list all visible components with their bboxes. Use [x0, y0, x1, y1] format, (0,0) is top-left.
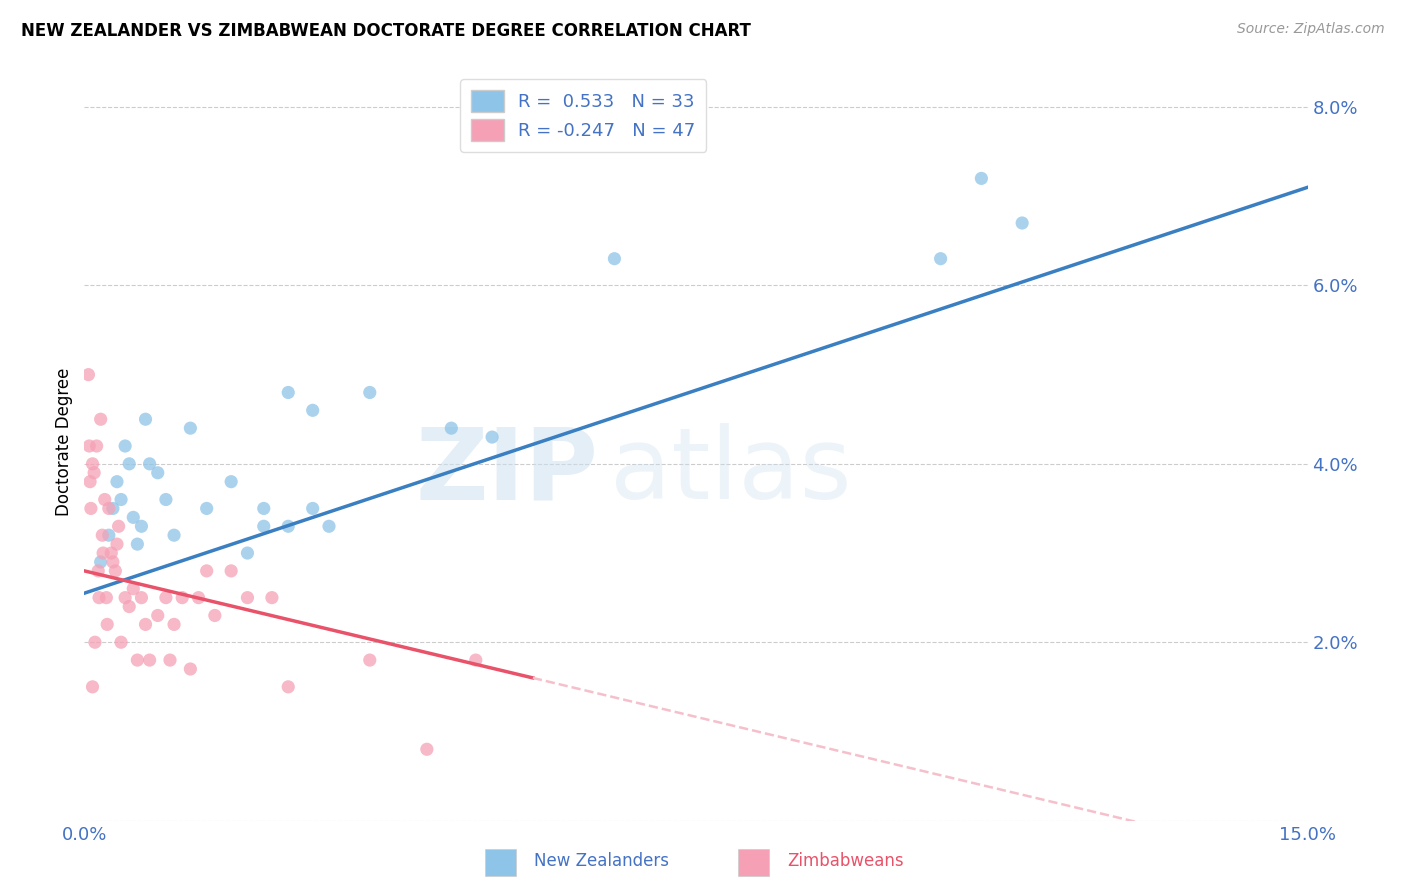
- Point: [138, 457, 160, 471]
- Point: [97, 501, 120, 516]
- Point: [114, 439, 136, 453]
- Point: [90, 555, 112, 569]
- Point: [96, 591, 118, 605]
- Point: [91, 528, 114, 542]
- Point: [416, 742, 439, 756]
- Point: [84, 635, 107, 649]
- Point: [97, 528, 120, 542]
- Point: [101, 501, 124, 516]
- Point: [101, 555, 124, 569]
- Point: [105, 537, 128, 551]
- Point: [91, 546, 114, 560]
- Point: [219, 564, 242, 578]
- Point: [135, 617, 157, 632]
- Point: [118, 599, 141, 614]
- Text: ZIP: ZIP: [415, 424, 598, 520]
- Point: [204, 608, 226, 623]
- Text: Zimbabweans: Zimbabweans: [787, 852, 904, 870]
- Text: atlas: atlas: [610, 424, 852, 520]
- Point: [187, 591, 209, 605]
- Point: [301, 403, 323, 417]
- Point: [118, 457, 141, 471]
- Point: [79, 475, 101, 489]
- Point: [100, 546, 122, 560]
- Point: [114, 591, 136, 605]
- Point: [277, 519, 299, 533]
- Point: [96, 617, 118, 632]
- Point: [110, 635, 132, 649]
- Point: [80, 501, 103, 516]
- Point: [277, 680, 299, 694]
- Point: [138, 653, 160, 667]
- Point: [104, 564, 127, 578]
- Point: [179, 421, 201, 435]
- Point: [155, 492, 177, 507]
- Point: [236, 591, 259, 605]
- Point: [1011, 216, 1033, 230]
- Text: NEW ZEALANDER VS ZIMBABWEAN DOCTORATE DEGREE CORRELATION CHART: NEW ZEALANDER VS ZIMBABWEAN DOCTORATE DE…: [21, 22, 751, 40]
- Point: [135, 412, 157, 426]
- Point: [107, 519, 129, 533]
- Point: [277, 385, 299, 400]
- Point: [163, 528, 186, 542]
- Point: [970, 171, 993, 186]
- Point: [82, 680, 104, 694]
- Point: [131, 519, 153, 533]
- Point: [122, 510, 145, 524]
- Point: [481, 430, 503, 444]
- Point: [195, 501, 218, 516]
- Point: [77, 368, 100, 382]
- Point: [179, 662, 201, 676]
- Point: [87, 564, 110, 578]
- Point: [155, 591, 177, 605]
- Point: [260, 591, 283, 605]
- Point: [301, 501, 323, 516]
- Point: [83, 466, 105, 480]
- Point: [195, 564, 218, 578]
- Point: [105, 475, 128, 489]
- Point: [929, 252, 952, 266]
- Point: [253, 519, 276, 533]
- Point: [359, 653, 381, 667]
- Point: [146, 466, 169, 480]
- Point: [86, 439, 108, 453]
- Point: [359, 385, 381, 400]
- Point: [159, 653, 181, 667]
- Point: [318, 519, 340, 533]
- Point: [87, 591, 110, 605]
- Point: [127, 537, 149, 551]
- Point: [90, 412, 112, 426]
- Point: [82, 457, 104, 471]
- Point: [464, 653, 486, 667]
- Text: Source: ZipAtlas.com: Source: ZipAtlas.com: [1237, 22, 1385, 37]
- Point: [131, 591, 153, 605]
- Point: [253, 501, 276, 516]
- Point: [603, 252, 626, 266]
- Point: [110, 492, 132, 507]
- Point: [127, 653, 149, 667]
- Text: New Zealanders: New Zealanders: [534, 852, 669, 870]
- Point: [93, 492, 115, 507]
- Legend: R =  0.533   N = 33, R = -0.247   N = 47: R = 0.533 N = 33, R = -0.247 N = 47: [460, 79, 706, 152]
- Point: [172, 591, 194, 605]
- Point: [236, 546, 259, 560]
- Point: [219, 475, 242, 489]
- Point: [440, 421, 463, 435]
- Point: [122, 582, 145, 596]
- Point: [146, 608, 169, 623]
- Y-axis label: Doctorate Degree: Doctorate Degree: [55, 368, 73, 516]
- Point: [77, 439, 100, 453]
- Point: [163, 617, 186, 632]
